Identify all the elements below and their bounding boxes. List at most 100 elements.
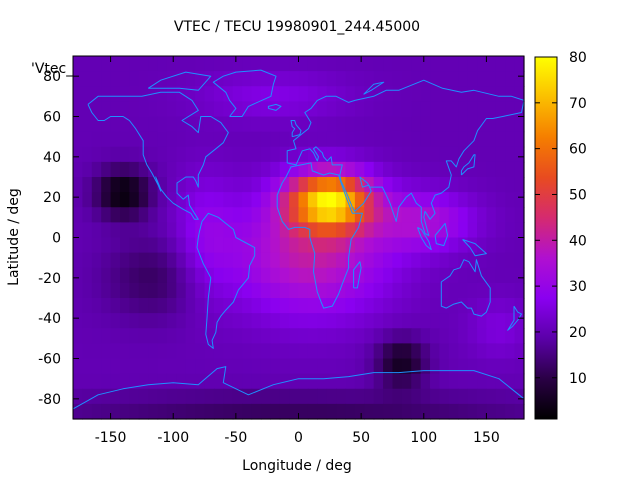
heatmap-cell — [411, 237, 422, 254]
heatmap-cell — [251, 298, 262, 314]
heatmap-cell — [242, 161, 253, 178]
heatmap-cell — [326, 252, 337, 269]
heatmap-cell — [176, 343, 187, 360]
heatmap-cell — [505, 86, 516, 102]
heatmap-cell — [307, 207, 318, 223]
heatmap-cell — [82, 131, 93, 148]
heatmap-cell — [505, 358, 516, 375]
heatmap-cell — [185, 131, 196, 148]
heatmap-cell — [448, 222, 459, 239]
heatmap-cell — [119, 71, 130, 87]
heatmap-cell — [185, 313, 196, 329]
heatmap-cell — [185, 161, 196, 178]
heatmap-cell — [195, 101, 206, 118]
heatmap-cell — [91, 86, 102, 102]
heatmap-cell — [213, 222, 224, 239]
heatmap-cell — [157, 192, 168, 208]
heatmap-cell — [307, 298, 318, 314]
heatmap-cell — [119, 101, 130, 118]
heatmap-cell — [298, 267, 309, 284]
heatmap-cell — [213, 252, 224, 269]
heatmap-cell — [354, 313, 365, 329]
heatmap-cell — [223, 358, 234, 375]
heatmap-cell — [279, 56, 290, 72]
heatmap-cell — [458, 161, 469, 178]
heatmap-cell — [270, 388, 281, 405]
heatmap-cell — [148, 56, 159, 72]
heatmap-cell — [298, 252, 309, 269]
heatmap-cell — [298, 313, 309, 329]
heatmap-cell — [401, 192, 412, 208]
heatmap-cell — [317, 237, 328, 254]
heatmap-cell — [411, 101, 422, 118]
heatmap-cell — [345, 403, 356, 420]
heatmap-cell — [148, 116, 159, 133]
heatmap-cell — [458, 177, 469, 193]
heatmap-cell — [223, 71, 234, 87]
heatmap-cell — [354, 177, 365, 193]
heatmap-cell — [213, 131, 224, 148]
colorbar-tick-label: 20 — [569, 325, 587, 341]
heatmap-cell — [223, 237, 234, 254]
heatmap-cell — [439, 101, 450, 118]
heatmap-cell — [232, 252, 243, 269]
heatmap-cell — [195, 86, 206, 102]
heatmap-cell — [411, 161, 422, 178]
heatmap-cell — [119, 116, 130, 133]
heatmap-cell — [251, 161, 262, 178]
heatmap-cell — [82, 101, 93, 118]
heatmap-cell — [317, 146, 328, 163]
heatmap-cell — [279, 161, 290, 178]
heatmap-cell — [166, 71, 177, 87]
heatmap-cell — [213, 56, 224, 72]
heatmap-cell — [166, 237, 177, 254]
heatmap-cell — [260, 71, 271, 87]
heatmap-cell — [279, 177, 290, 193]
heatmap-cell — [467, 177, 478, 193]
heatmap-cell — [326, 222, 337, 239]
heatmap-cell — [270, 343, 281, 360]
heatmap-cell — [411, 388, 422, 405]
heatmap-cell — [260, 131, 271, 148]
heatmap-cell — [138, 252, 149, 269]
heatmap-cell — [317, 86, 328, 102]
heatmap-cell — [129, 373, 140, 390]
heatmap-cell — [279, 252, 290, 269]
heatmap-cell — [138, 237, 149, 254]
x-tick-label: 100 — [410, 430, 437, 446]
heatmap-cell — [260, 388, 271, 405]
heatmap-cell — [204, 131, 215, 148]
heatmap-cell — [326, 146, 337, 163]
heatmap-cell — [73, 403, 83, 420]
heatmap-cell — [204, 403, 215, 420]
heatmap-cell — [401, 282, 412, 299]
heatmap-cell — [317, 207, 328, 223]
heatmap-cell — [110, 282, 121, 299]
heatmap-cell — [401, 388, 412, 405]
heatmap-cell — [354, 222, 365, 239]
heatmap-cell — [91, 373, 102, 390]
heatmap-cell — [364, 282, 375, 299]
heatmap-cell — [401, 298, 412, 314]
heatmap-cell — [185, 252, 196, 269]
heatmap-cell — [260, 298, 271, 314]
heatmap-cell — [289, 403, 300, 420]
heatmap-cell — [364, 267, 375, 284]
heatmap-cell — [101, 328, 112, 344]
heatmap-cell — [495, 177, 506, 193]
heatmap-cell — [119, 358, 130, 375]
heatmap-cell — [317, 358, 328, 375]
heatmap-cell — [477, 388, 488, 405]
heatmap-cell — [270, 116, 281, 133]
heatmap-cell — [138, 131, 149, 148]
heatmap-cell — [195, 237, 206, 254]
heatmap-cell — [232, 177, 243, 193]
heatmap-cell — [279, 237, 290, 254]
colorbar-tick-label: 70 — [569, 96, 587, 112]
heatmap-cell — [514, 358, 525, 375]
legend-key: 'Vtec_ — [31, 61, 74, 77]
heatmap-cell — [467, 116, 478, 133]
coastline-africa — [276, 162, 363, 309]
heatmap-cell — [91, 131, 102, 148]
heatmap-cell — [514, 237, 525, 254]
